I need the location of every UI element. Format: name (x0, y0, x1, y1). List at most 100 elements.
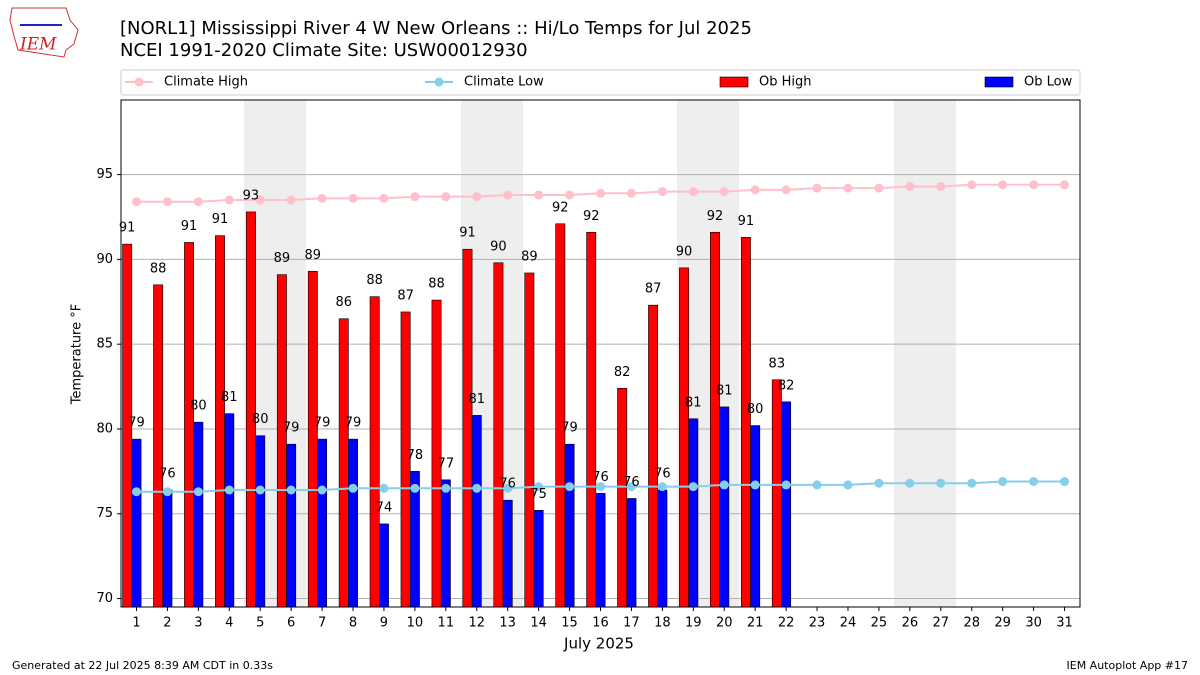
marker (719, 480, 729, 490)
data-label: 80 (747, 402, 764, 417)
legend-label: Ob Low (1024, 75, 1073, 90)
x-tick-label: 25 (871, 616, 888, 631)
marker (781, 185, 791, 195)
marker (410, 483, 420, 493)
x-tick-label: 4 (225, 616, 233, 631)
marker (596, 188, 605, 198)
data-label: 76 (654, 467, 671, 482)
x-tick-label: 26 (902, 616, 919, 631)
marker (441, 192, 451, 202)
data-label: 81 (685, 395, 702, 410)
data-label: 81 (716, 383, 733, 398)
x-tick-label: 12 (468, 616, 485, 631)
bar (710, 231, 720, 608)
data-label: 87 (645, 282, 662, 297)
x-tick-label: 7 (318, 616, 326, 631)
data-label: 80 (252, 412, 269, 427)
bar (348, 438, 358, 608)
marker (255, 195, 265, 205)
footer-left: Generated at 22 Jul 2025 8:39 AM CDT in … (12, 659, 273, 672)
chart-subtitle: NCEI 1991-2020 Climate Site: USW00012930 (120, 40, 528, 61)
data-label: 79 (128, 416, 145, 431)
shade-band (894, 100, 956, 607)
legend-box (120, 69, 1081, 96)
bar (462, 248, 473, 608)
data-label: 77 (438, 456, 455, 471)
x-tick-label: 31 (1056, 616, 1073, 631)
bar (586, 231, 597, 608)
data-label: 80 (190, 399, 207, 414)
x-tick-label: 10 (407, 616, 424, 631)
marker (688, 187, 698, 197)
marker (224, 195, 234, 205)
marker (348, 483, 358, 493)
data-label: 91 (119, 221, 136, 236)
bar (648, 304, 659, 608)
bar (595, 493, 606, 608)
bar (626, 498, 637, 608)
marker (379, 193, 389, 203)
data-label: 91 (459, 226, 476, 241)
x-tick-label: 5 (256, 616, 264, 631)
bar (193, 421, 204, 608)
data-label: 91 (181, 219, 198, 234)
y-axis-label: Temperature °F (70, 304, 85, 405)
plot-frame (120, 99, 1081, 608)
marker (131, 197, 141, 207)
logo-text: IEM (19, 35, 57, 55)
x-tick-label: 28 (963, 616, 980, 631)
bar (771, 379, 782, 608)
x-tick-label: 8 (349, 616, 357, 631)
marker (1060, 477, 1070, 487)
marker (472, 192, 482, 202)
data-label: 87 (397, 288, 414, 303)
data-label: 82 (614, 365, 631, 380)
bar (379, 523, 389, 608)
marker (812, 480, 822, 490)
marker (843, 480, 853, 490)
chart-title: [NORL1] Mississippi River 4 W New Orlean… (120, 18, 752, 39)
bar (153, 284, 164, 608)
bar (245, 211, 256, 608)
marker (719, 187, 729, 197)
marker (317, 485, 327, 495)
marker (1029, 180, 1039, 190)
y-tick-label: 80 (96, 421, 113, 436)
marker (534, 482, 544, 492)
marker (874, 183, 884, 193)
marker (626, 482, 636, 492)
x-tick-label: 29 (994, 616, 1011, 631)
data-label: 79 (561, 421, 578, 436)
bar (688, 418, 699, 608)
x-tick-label: 15 (561, 616, 578, 631)
bar (276, 274, 287, 608)
data-label: 91 (738, 214, 755, 229)
marker (503, 483, 513, 493)
y-tick-label: 75 (96, 506, 113, 521)
bar (440, 479, 451, 608)
marker (472, 483, 482, 493)
bar (657, 489, 668, 608)
marker (162, 197, 172, 207)
x-tick-label: 21 (747, 616, 764, 631)
x-tick-label: 9 (380, 616, 388, 631)
x-tick-label: 14 (530, 616, 547, 631)
marker (998, 180, 1008, 190)
legend-swatch (719, 76, 749, 88)
legend-swatch (984, 76, 1014, 88)
marker (1060, 180, 1070, 190)
bar (162, 489, 173, 608)
x-tick-label: 17 (623, 616, 640, 631)
bar (564, 443, 575, 608)
data-label: 89 (274, 251, 291, 266)
data-label: 78 (407, 448, 424, 463)
data-label: 83 (769, 356, 786, 371)
data-label: 79 (283, 421, 300, 436)
marker (224, 485, 234, 495)
bar (286, 443, 297, 608)
bar (131, 438, 142, 608)
marker (410, 192, 420, 202)
x-tick-label: 2 (163, 616, 171, 631)
data-label: 88 (428, 277, 445, 292)
